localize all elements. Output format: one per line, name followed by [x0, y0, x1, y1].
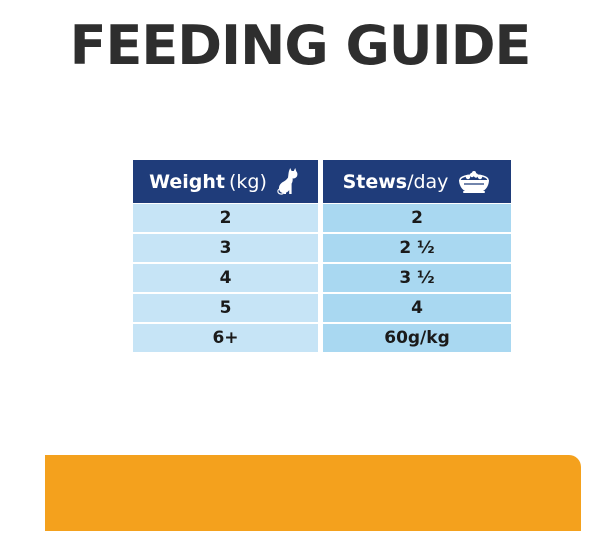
- weight-header-label: Weight: [149, 170, 225, 193]
- page-title: FEEDING GUIDE: [69, 14, 532, 77]
- stews-cell: 2: [323, 204, 511, 232]
- weight-cell: 6+: [133, 324, 318, 352]
- stews-cell: 2 ½: [323, 234, 511, 262]
- weight-cell: 3: [133, 234, 318, 262]
- stews-header-unit: /day: [407, 170, 449, 193]
- table-header-row: Weight (kg) Stews /day: [133, 160, 511, 203]
- table-row: 3 2 ½: [133, 234, 511, 262]
- weight-column-header: Weight (kg): [133, 160, 318, 203]
- stews-column-header: Stews /day: [323, 160, 511, 203]
- cat-icon: [276, 167, 302, 196]
- stews-cell: 4: [323, 294, 511, 322]
- feeding-table: Weight (kg) Stews /day: [133, 160, 511, 352]
- weight-cell: 5: [133, 294, 318, 322]
- table-row: 6+ 60g/kg: [133, 324, 511, 352]
- weight-cell: 2: [133, 204, 318, 232]
- weight-cell: 4: [133, 264, 318, 292]
- stews-cell: 3 ½: [323, 264, 511, 292]
- food-bowl-icon: [457, 170, 491, 194]
- accent-bar: [45, 455, 581, 531]
- table-row: 2 2: [133, 204, 511, 232]
- weight-header-unit: (kg): [229, 170, 267, 193]
- stews-header-label: Stews: [342, 170, 408, 193]
- stews-cell: 60g/kg: [323, 324, 511, 352]
- table-row: 5 4: [133, 294, 511, 322]
- table-row: 4 3 ½: [133, 264, 511, 292]
